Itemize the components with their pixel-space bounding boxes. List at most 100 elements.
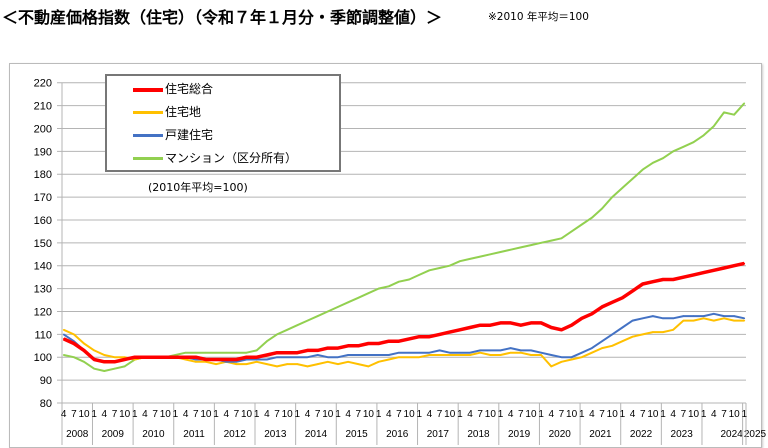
data-point: [428, 351, 431, 354]
data-point: [621, 340, 624, 343]
data-point: [520, 351, 522, 354]
data-point: [489, 349, 492, 352]
data-point: [702, 317, 705, 320]
data-point: [62, 328, 65, 331]
x-month-label: 10: [282, 409, 294, 420]
data-point: [398, 356, 400, 359]
data-point: [286, 351, 288, 354]
legend-label: 住宅地: [165, 105, 202, 119]
data-point: [631, 177, 634, 180]
x-month-label: 4: [630, 409, 636, 420]
data-point: [448, 354, 451, 356]
data-point: [184, 358, 187, 361]
x-month-label: 1: [416, 409, 422, 420]
data-point: [428, 335, 431, 338]
data-point: [601, 306, 603, 308]
data-point: [296, 324, 299, 327]
data-point: [245, 363, 248, 365]
data-point: [459, 351, 461, 354]
data-point: [550, 365, 553, 368]
y-tick-label: 200: [34, 123, 52, 135]
data-point: [662, 278, 664, 281]
data-point: [601, 347, 603, 349]
x-year-label: 2022: [630, 429, 653, 440]
data-point: [530, 354, 532, 356]
x-month-label: 7: [274, 409, 280, 420]
x-month-label: 1: [376, 409, 382, 420]
data-point: [306, 349, 309, 352]
data-point: [377, 287, 380, 290]
data-point: [652, 161, 654, 164]
data-point: [499, 322, 502, 324]
data-point: [723, 317, 725, 320]
data-point: [550, 239, 553, 242]
data-point: [134, 358, 136, 361]
data-point: [459, 328, 461, 331]
data-point: [408, 278, 410, 281]
data-point: [438, 267, 441, 269]
data-point: [428, 354, 431, 356]
data-point: [174, 356, 177, 359]
data-point: [641, 333, 644, 336]
x-year-label: 2018: [467, 429, 490, 440]
data-point: [479, 351, 481, 354]
data-point: [327, 310, 329, 313]
data-point: [235, 351, 238, 354]
data-point: [702, 315, 705, 317]
x-month-label: 7: [152, 409, 158, 420]
data-point: [83, 349, 85, 352]
legend-label: 住宅総合: [165, 82, 214, 96]
data-point: [580, 356, 583, 359]
x-month-label: 4: [427, 409, 433, 420]
data-point: [337, 356, 339, 359]
y-tick-label: 190: [34, 146, 52, 158]
data-point: [276, 351, 278, 354]
x-month-label: 4: [345, 409, 351, 420]
x-year-label: 2014: [305, 429, 328, 440]
data-point: [550, 326, 553, 329]
data-point: [692, 274, 695, 276]
data-point: [469, 326, 471, 329]
data-point: [164, 356, 167, 359]
y-tick-label: 180: [34, 169, 52, 181]
data-point: [296, 356, 299, 359]
data-point: [469, 351, 471, 354]
series-line-detached: [63, 312, 745, 363]
x-month-label: 1: [742, 409, 748, 420]
legend: 住宅総合 住宅地 戸建住宅 マンション（区分所有）: [105, 74, 341, 172]
data-point: [641, 168, 644, 171]
data-point: [235, 358, 238, 361]
data-point: [570, 358, 573, 361]
data-point: [621, 187, 624, 189]
data-point: [469, 354, 471, 356]
x-month-label: 4: [102, 409, 108, 420]
x-month-label: 7: [193, 409, 199, 420]
data-point: [62, 333, 65, 336]
data-point: [73, 356, 75, 359]
data-point: [327, 356, 329, 359]
x-year-label: 2012: [224, 429, 247, 440]
x-year-label: 2019: [508, 429, 531, 440]
data-point: [448, 351, 451, 354]
legend-swatch: [133, 87, 163, 92]
data-point: [611, 333, 614, 336]
data-point: [93, 358, 95, 361]
data-point: [713, 269, 715, 272]
data-point: [377, 361, 380, 363]
data-point: [255, 361, 258, 363]
data-point: [194, 361, 197, 363]
x-month-label: 7: [721, 409, 727, 420]
x-month-label: 7: [477, 409, 483, 420]
data-point: [682, 315, 685, 317]
data-point: [713, 125, 715, 127]
data-point: [387, 354, 390, 356]
data-point: [631, 290, 634, 292]
data-point: [438, 354, 441, 356]
x-month-label: 7: [234, 409, 240, 420]
legend-item: 住宅総合: [133, 80, 213, 97]
x-year-label: 2020: [549, 429, 572, 440]
data-point: [337, 306, 339, 308]
series-line-total: [62, 261, 745, 364]
x-month-label: 10: [363, 409, 375, 420]
data-point: [62, 354, 65, 356]
